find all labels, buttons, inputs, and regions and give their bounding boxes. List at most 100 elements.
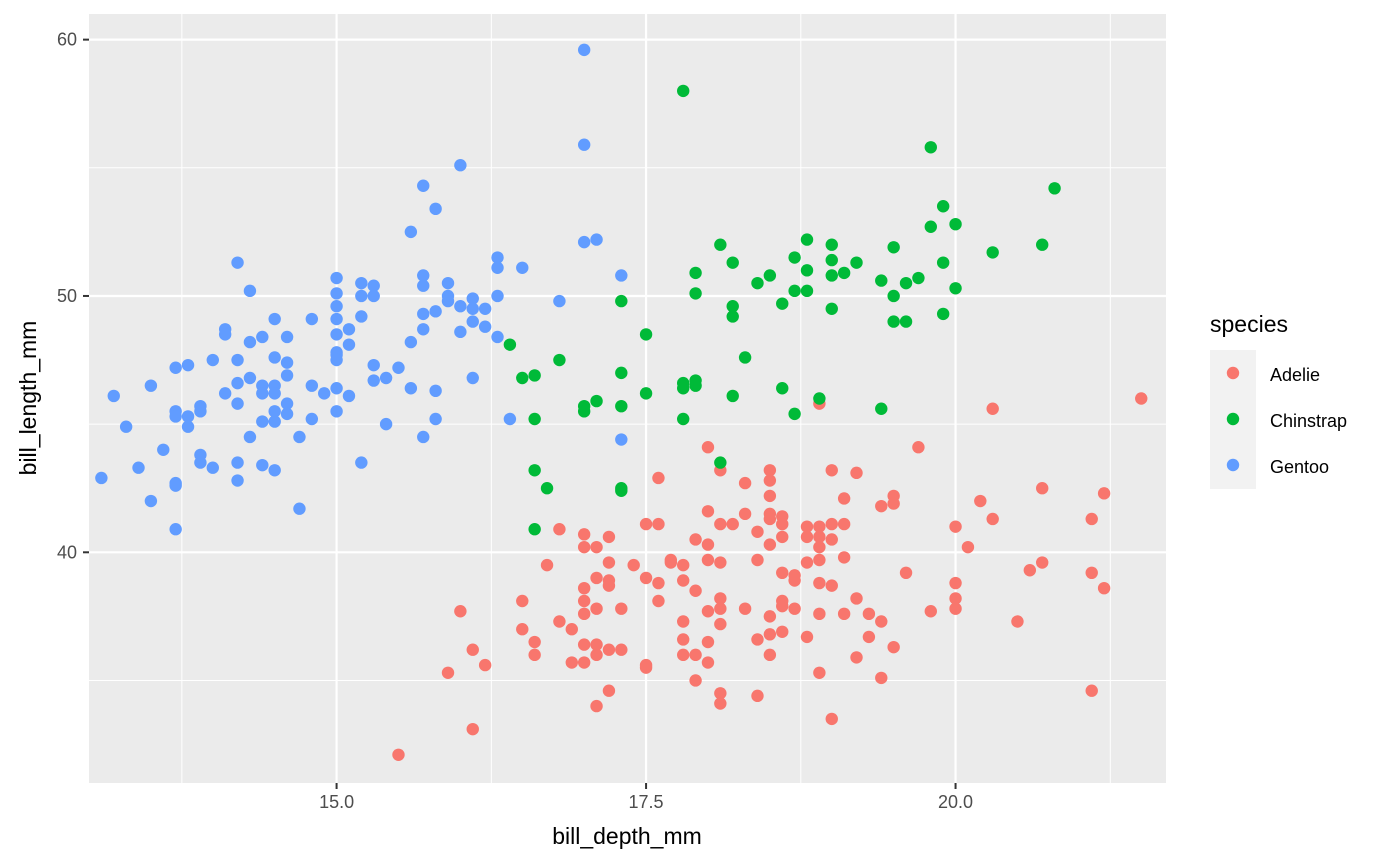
data-point-adelie	[602, 684, 616, 697]
data-point-gentoo	[466, 315, 479, 328]
data-point-gentoo	[379, 371, 393, 385]
x-tick-label: 15.0	[319, 792, 354, 812]
data-point-gentoo	[478, 302, 492, 315]
data-point-gentoo	[367, 374, 380, 387]
data-point-adelie	[751, 525, 764, 538]
data-point-gentoo	[429, 305, 442, 318]
data-point-gentoo	[218, 328, 232, 341]
data-point-gentoo	[615, 433, 628, 446]
data-point-gentoo	[95, 471, 108, 485]
data-point-chinstrap	[986, 246, 999, 259]
data-point-gentoo	[268, 387, 281, 400]
data-point-adelie	[862, 630, 876, 644]
data-point-adelie	[577, 594, 591, 608]
data-point-gentoo	[268, 351, 281, 364]
data-point-adelie	[825, 517, 838, 531]
data-point-chinstrap	[887, 315, 900, 328]
data-point-gentoo	[280, 407, 294, 421]
data-point-adelie	[825, 464, 838, 477]
data-point-gentoo	[466, 302, 479, 315]
data-point-adelie	[466, 722, 479, 736]
data-point-gentoo	[305, 379, 319, 392]
data-point-adelie	[454, 605, 467, 618]
data-point-adelie	[887, 497, 900, 510]
y-axis-title: bill_length_mm	[15, 321, 41, 476]
data-point-adelie	[701, 553, 715, 567]
data-point-adelie	[788, 574, 801, 587]
data-point-chinstrap	[726, 389, 739, 403]
data-point-adelie	[776, 530, 789, 544]
data-point-adelie	[813, 553, 826, 567]
data-point-chinstrap	[689, 266, 702, 280]
data-point-adelie	[701, 605, 715, 618]
data-point-gentoo	[417, 430, 430, 444]
y-tick-label: 60	[57, 30, 77, 50]
data-point-adelie	[825, 712, 838, 726]
legend-label-chinstrap: Chinstrap	[1270, 411, 1347, 431]
data-point-adelie	[577, 638, 591, 651]
data-point-chinstrap	[788, 284, 801, 298]
data-point-adelie	[565, 623, 578, 636]
data-point-adelie	[1135, 392, 1148, 405]
data-point-chinstrap	[528, 369, 541, 382]
data-point-gentoo	[119, 420, 133, 433]
data-point-adelie	[714, 592, 727, 605]
data-point-adelie	[1036, 482, 1049, 495]
data-point-adelie	[788, 602, 801, 615]
data-point-chinstrap	[1048, 182, 1061, 195]
data-point-chinstrap	[899, 276, 913, 290]
data-point-gentoo	[206, 353, 219, 367]
data-point-gentoo	[330, 287, 343, 300]
data-point-gentoo	[577, 235, 591, 249]
data-point-gentoo	[404, 225, 418, 239]
data-point-chinstrap	[825, 238, 838, 251]
data-point-adelie	[590, 571, 603, 585]
data-point-adelie	[701, 635, 715, 649]
data-point-gentoo	[429, 412, 442, 426]
data-point-gentoo	[330, 353, 343, 367]
data-point-chinstrap	[615, 366, 628, 380]
data-point-adelie	[565, 656, 578, 669]
data-point-gentoo	[144, 379, 158, 392]
data-point-adelie	[961, 540, 975, 554]
series-gentoo	[95, 43, 628, 536]
data-point-adelie	[590, 648, 603, 662]
data-point-chinstrap	[924, 141, 937, 154]
data-point-chinstrap	[714, 456, 727, 469]
data-point-chinstrap	[726, 300, 739, 313]
data-point-adelie	[850, 651, 863, 664]
data-point-adelie	[763, 489, 777, 503]
data-point-adelie	[1011, 615, 1024, 628]
data-point-gentoo	[590, 233, 603, 246]
data-point-adelie	[1097, 581, 1111, 595]
data-point-chinstrap	[887, 241, 900, 254]
data-point-gentoo	[466, 292, 479, 305]
data-point-adelie	[714, 556, 727, 569]
data-point-chinstrap	[924, 220, 937, 233]
data-point-gentoo	[181, 420, 195, 433]
data-point-adelie	[776, 517, 789, 531]
data-point-adelie	[837, 492, 851, 505]
data-point-adelie	[763, 512, 777, 526]
y-tick-label: 50	[57, 286, 77, 306]
legend-label-adelie: Adelie	[1270, 365, 1320, 385]
data-point-adelie	[602, 643, 616, 656]
data-point-chinstrap	[726, 310, 739, 323]
data-point-chinstrap	[936, 307, 950, 321]
data-point-adelie	[813, 530, 826, 544]
data-point-adelie	[974, 494, 987, 508]
data-point-chinstrap	[936, 256, 950, 269]
data-point-gentoo	[305, 312, 319, 326]
data-point-adelie	[837, 517, 851, 531]
data-point-adelie	[639, 517, 653, 531]
data-point-adelie	[701, 538, 715, 551]
data-point-adelie	[1023, 564, 1037, 577]
data-point-adelie	[615, 602, 628, 615]
data-point-gentoo	[392, 361, 405, 374]
data-point-adelie	[813, 607, 826, 621]
data-point-adelie	[726, 517, 739, 531]
data-point-gentoo	[615, 269, 628, 282]
data-point-gentoo	[330, 328, 343, 341]
data-point-chinstrap	[689, 287, 702, 300]
data-point-adelie	[652, 517, 665, 531]
